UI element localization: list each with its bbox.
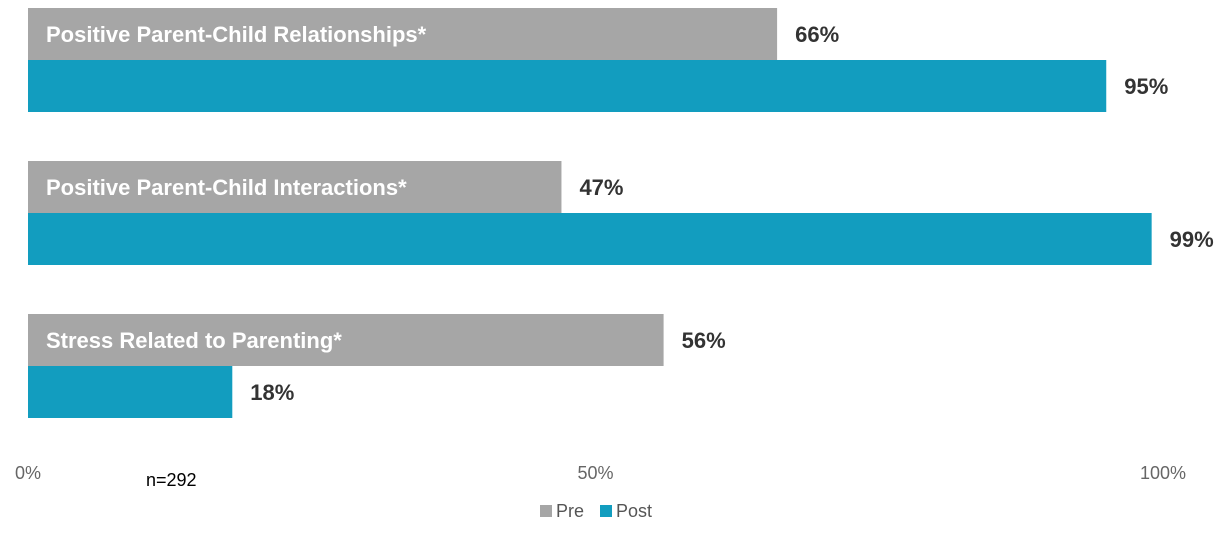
bar-pre-3 xyxy=(28,314,664,366)
x-axis-ticks: 0% 50% 100% xyxy=(15,463,1186,483)
legend-swatch-post xyxy=(600,505,612,517)
value-label-pre-2: 47% xyxy=(579,175,623,200)
bar-pre-1 xyxy=(28,8,778,60)
legend-label-post: Post xyxy=(616,501,652,521)
x-tick-label-1: 0% xyxy=(15,463,41,483)
legend: Pre Post xyxy=(540,501,652,521)
sample-size-note: n=292 xyxy=(146,470,197,490)
bar-post-1 xyxy=(28,60,1107,112)
category-label-2: Positive Parent-Child Interactions* xyxy=(46,175,407,200)
value-label-post-2: 99% xyxy=(1170,227,1214,252)
category-label-3: Stress Related to Parenting* xyxy=(46,328,342,353)
value-label-post-1: 95% xyxy=(1124,74,1168,99)
labels-group: 66% 95% Positive Parent-Child Relationship… xyxy=(46,22,1214,405)
x-tick-label-3: 100% xyxy=(1140,463,1186,483)
value-label-post-3: 18% xyxy=(250,380,294,405)
category-label-1: Positive Parent-Child Relationships* xyxy=(46,22,427,47)
bar-post-3 xyxy=(28,366,233,418)
bar-pre-2 xyxy=(28,161,562,213)
legend-label-pre: Pre xyxy=(556,501,584,521)
bars-group xyxy=(28,8,1152,418)
legend-swatch-pre xyxy=(540,505,552,517)
value-label-pre-3: 56% xyxy=(682,328,726,353)
value-label-pre-1: 66% xyxy=(795,22,839,47)
bar-post-2 xyxy=(28,213,1152,265)
x-tick-label-2: 50% xyxy=(577,463,613,483)
